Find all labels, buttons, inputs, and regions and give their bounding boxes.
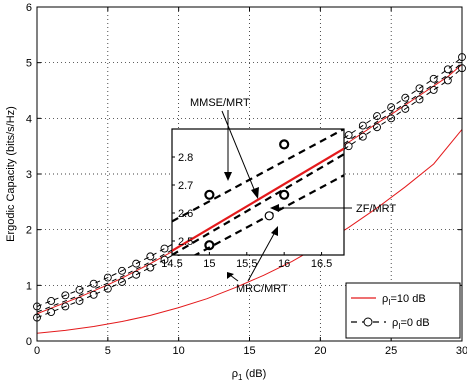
- annotation-zf-mrt: ZF/MRT: [356, 203, 396, 215]
- x-tick-label: 25: [385, 345, 397, 357]
- series-marker: [132, 259, 141, 268]
- series-marker: [47, 308, 56, 317]
- inset-line-3: [193, 174, 344, 255]
- series-marker: [387, 114, 396, 123]
- series-marker: [373, 112, 381, 121]
- legend: ρI=10 dB ρI=0 dB: [345, 282, 461, 339]
- inset-line-2: [172, 153, 344, 255]
- x-tick-label: 15: [243, 345, 255, 357]
- arrow-mrc-1: [229, 274, 239, 282]
- arrow-mrc-2: [247, 231, 276, 282]
- series-marker: [358, 121, 367, 130]
- series-marker: [429, 85, 438, 94]
- series-marker: [61, 291, 70, 300]
- series-marker: [118, 266, 126, 275]
- inset-y-tick-label: 2.7: [178, 180, 193, 192]
- legend-label-rho-i-0: ρI=0 dB: [392, 317, 430, 331]
- series-line-rho-i-10: [36, 129, 463, 334]
- series-marker: [373, 123, 381, 132]
- inset-line-0: [172, 129, 344, 223]
- legend-marker-rho-i-0: [363, 317, 373, 327]
- arrow-mrc-1-head: [227, 272, 234, 279]
- series-marker: [429, 74, 438, 83]
- inset-x-tick-label: 14.5: [161, 258, 182, 270]
- legend-label-2-val: =0 dB: [401, 317, 430, 329]
- inset-line-1: [172, 147, 344, 252]
- inset-marker: [279, 189, 290, 200]
- legend-label-1-val: =10 dB: [391, 293, 426, 305]
- series-marker: [443, 65, 452, 74]
- x-axis-label-base: ρ: [232, 368, 238, 380]
- inset-marker: [204, 240, 215, 251]
- x-tick-label: 0: [34, 345, 40, 357]
- series-marker: [75, 296, 84, 305]
- series-marker: [103, 284, 112, 293]
- annotations: MMSE/MRT ZF/MRT MRC/MRT: [190, 97, 396, 295]
- x-axis-label-sub: 1: [238, 373, 243, 382]
- series-marker: [160, 255, 169, 264]
- inset-ticks: 14.5 15 15.5 16 16.5 2.5 2.6 2.7 2.8: [161, 152, 332, 270]
- x-tick-label: 5: [105, 345, 111, 357]
- inset-marker: [204, 189, 215, 200]
- series-marker: [387, 103, 396, 112]
- series-marker: [103, 273, 112, 282]
- inset-y-tick-label: 2.5: [178, 236, 193, 248]
- series-marker: [146, 252, 155, 261]
- series-marker: [75, 285, 84, 294]
- arrow-mmse-2-head: [251, 187, 259, 199]
- arrow-zf-head: [270, 204, 279, 212]
- series-marker: [401, 104, 410, 113]
- series-marker: [89, 290, 98, 299]
- y-tick-label: 1: [26, 280, 32, 292]
- series-marker: [344, 131, 353, 139]
- y-tick-label: 4: [26, 113, 32, 125]
- inset-x-tick-label: 16: [278, 258, 290, 270]
- legend-label-2-base: ρ: [392, 317, 398, 329]
- inset-open-marker: [264, 211, 274, 221]
- series-marker: [132, 270, 141, 279]
- inset-x-tick-label: 15.5: [236, 258, 257, 270]
- legend-label-2-sub: I: [398, 322, 400, 331]
- x-tick-label: 10: [173, 345, 185, 357]
- series-marker: [61, 302, 70, 311]
- y-tick-label: 5: [26, 58, 32, 70]
- series-marker: [358, 132, 367, 141]
- arrow-mmse-1-head: [224, 172, 232, 181]
- arrow-mmse-2: [221, 110, 257, 195]
- series-marker: [47, 296, 56, 305]
- legend-label-1-sub: I: [388, 298, 390, 307]
- series-marker: [118, 278, 126, 286]
- series-marker: [401, 93, 410, 102]
- legend-label-rho-i-10: ρI=10 dB: [382, 293, 426, 307]
- legend-label-1-base: ρ: [382, 293, 388, 305]
- x-tick-label: 20: [314, 345, 326, 357]
- inset-y-tick-label: 2.8: [178, 152, 193, 164]
- series-marker: [89, 279, 98, 288]
- inset-lines: [172, 129, 344, 255]
- x-axis-label-unit: (dB): [242, 368, 266, 380]
- series-marker: [344, 142, 353, 151]
- inset-marker: [279, 139, 290, 150]
- arrow-mrc-2-head: [271, 226, 278, 236]
- x-axis-label: ρ1 (dB): [232, 368, 267, 382]
- y-tick-label: 2: [26, 225, 32, 237]
- y-tick-label: 6: [26, 2, 32, 14]
- annotation-mrc-mrt: MRC/MRT: [236, 283, 288, 295]
- y-axis-label: Ergodic Capacity (bits/s/Hz): [5, 106, 17, 242]
- series-marker: [415, 95, 424, 104]
- series-marker: [443, 76, 452, 85]
- inset-x-tick-label: 15: [203, 258, 215, 270]
- series-marker: [415, 84, 424, 93]
- legend-box: [345, 282, 461, 339]
- y-tick-label: 0: [26, 336, 32, 348]
- series-marker: [146, 263, 155, 272]
- inset-x-tick-label: 16.5: [311, 258, 332, 270]
- annotation-mmse-mrt: MMSE/MRT: [190, 97, 250, 109]
- x-tick-label: 30: [456, 345, 467, 357]
- series-marker: [160, 244, 169, 253]
- inset-y-tick-label: 2.6: [178, 208, 193, 220]
- y-tick-label: 3: [26, 169, 32, 181]
